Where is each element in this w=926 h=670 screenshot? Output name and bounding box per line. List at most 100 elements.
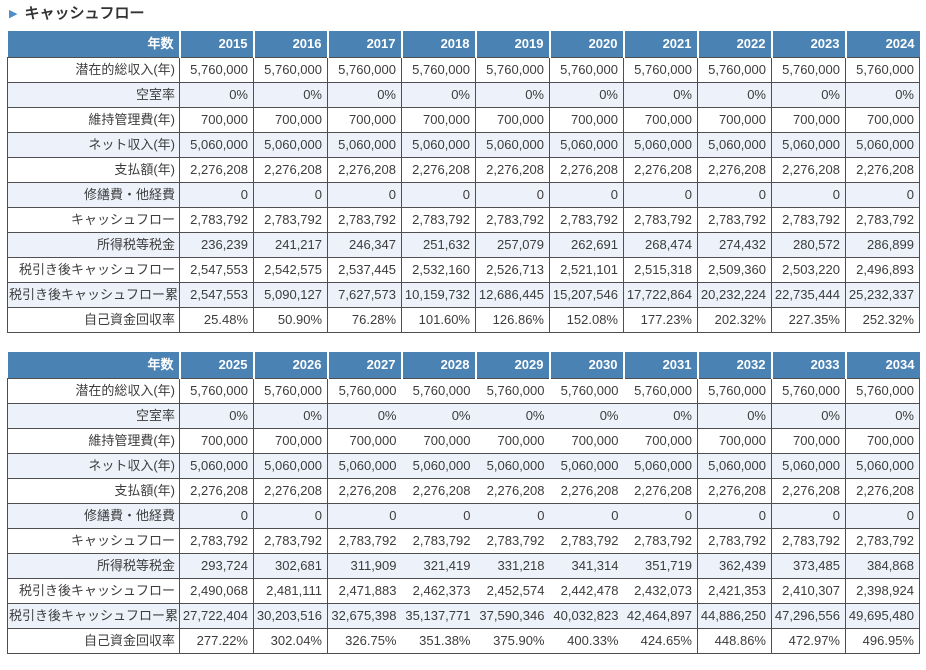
value-cell: 5,060,000 xyxy=(845,132,920,158)
value-cell: 2,509,360 xyxy=(697,257,772,283)
value-cell: 2,276,208 xyxy=(697,478,772,504)
value-cell: 10,159,732 xyxy=(401,282,476,308)
value-cell: 0% xyxy=(401,403,476,429)
value-cell: 2,783,792 xyxy=(771,528,846,554)
value-cell: 0 xyxy=(771,182,846,208)
value-cell: 700,000 xyxy=(623,428,698,454)
year-header: 2031 xyxy=(622,352,698,379)
value-cell: 5,090,127 xyxy=(253,282,328,308)
value-cell: 0% xyxy=(697,82,772,108)
value-cell: 0% xyxy=(475,82,550,108)
value-cell: 40,032,823 xyxy=(549,603,624,629)
value-cell: 252.32% xyxy=(845,307,920,333)
year-header: 2030 xyxy=(548,352,624,379)
row-label: ネット収入(年) xyxy=(7,132,180,158)
value-cell: 311,909 xyxy=(327,553,402,579)
table-row: ネット収入(年) 5,060,000 5,060,000 5,060,000 5,060… xyxy=(7,453,920,479)
value-cell: 0 xyxy=(475,182,550,208)
value-cell: 472.97% xyxy=(771,628,846,654)
value-cell: 2,490,068 xyxy=(179,578,254,604)
value-cell: 2,783,792 xyxy=(549,528,624,554)
value-cell: 2,783,792 xyxy=(845,207,920,233)
value-cell: 2,542,575 xyxy=(253,257,328,283)
value-cell: 2,783,792 xyxy=(697,528,772,554)
value-cell: 5,760,000 xyxy=(179,378,254,404)
value-cell: 700,000 xyxy=(845,428,920,454)
value-cell: 262,691 xyxy=(549,232,624,258)
value-cell: 293,724 xyxy=(179,553,254,579)
value-cell: 0% xyxy=(623,403,698,429)
row-label: 修繕費・他経費 xyxy=(7,182,180,208)
value-cell: 2,276,208 xyxy=(845,478,920,504)
value-cell: 0% xyxy=(179,82,254,108)
value-cell: 5,760,000 xyxy=(623,378,698,404)
table-row: キャッシュフロー 2,783,792 2,783,792 2,783,792 2,783… xyxy=(7,528,920,554)
value-cell: 5,060,000 xyxy=(401,132,476,158)
value-cell: 5,060,000 xyxy=(771,132,846,158)
value-cell: 50.90% xyxy=(253,307,328,333)
value-cell: 5,060,000 xyxy=(327,453,402,479)
year-header: 2022 xyxy=(696,31,772,58)
value-cell: 2,276,208 xyxy=(549,157,624,183)
value-cell: 2,783,792 xyxy=(623,528,698,554)
value-cell: 2,276,208 xyxy=(327,478,402,504)
value-cell: 42,464,897 xyxy=(623,603,698,629)
value-cell: 0 xyxy=(697,503,772,529)
value-cell: 700,000 xyxy=(401,428,476,454)
value-cell: 286,899 xyxy=(845,232,920,258)
row-label: 維持管理費(年) xyxy=(7,428,180,454)
table-row: 税引き後キャッシュフロー累計 27,722,404 30,203,516 32,675… xyxy=(7,603,920,629)
table-row: 自己資金回収率 277.22% 302.04% 326.75% 351.38% 375.9… xyxy=(7,628,920,654)
year-header: 2032 xyxy=(696,352,772,379)
value-cell: 0% xyxy=(327,82,402,108)
value-cell: 2,783,792 xyxy=(253,207,328,233)
value-cell: 0% xyxy=(549,403,624,429)
value-cell: 0 xyxy=(253,503,328,529)
table-row: 修繕費・他経費 0 0 0 0 0 0 0 0 0 0 xyxy=(7,182,920,208)
cashflow-table-2015-2024: 年数 2015 2016 2017 2018 2019 2020 2021 2022 2023 20… xyxy=(7,31,920,333)
value-cell: 700,000 xyxy=(697,107,772,133)
row-label: 所得税等税金 xyxy=(7,232,180,258)
value-cell: 375.90% xyxy=(475,628,550,654)
value-cell: 5,060,000 xyxy=(253,453,328,479)
value-cell: 37,590,346 xyxy=(475,603,550,629)
value-cell: 0 xyxy=(623,503,698,529)
value-cell: 2,515,318 xyxy=(623,257,698,283)
value-cell: 277.22% xyxy=(179,628,254,654)
value-cell: 44,886,250 xyxy=(697,603,772,629)
value-cell: 0% xyxy=(179,403,254,429)
value-cell: 101.60% xyxy=(401,307,476,333)
year-header: 2017 xyxy=(326,31,402,58)
value-cell: 2,471,883 xyxy=(327,578,402,604)
value-cell: 700,000 xyxy=(475,428,550,454)
value-cell: 362,439 xyxy=(697,553,772,579)
value-cell: 241,217 xyxy=(253,232,328,258)
value-cell: 384,868 xyxy=(845,553,920,579)
value-cell: 2,783,792 xyxy=(253,528,328,554)
row-label: 自己資金回収率 xyxy=(7,628,180,654)
value-cell: 27,722,404 xyxy=(179,603,254,629)
value-cell: 251,632 xyxy=(401,232,476,258)
value-cell: 2,783,792 xyxy=(327,207,402,233)
value-cell: 5,760,000 xyxy=(401,57,476,83)
value-cell: 0 xyxy=(623,182,698,208)
value-cell: 2,276,208 xyxy=(771,478,846,504)
table-row: 税引き後キャッシュフロー 2,490,068 2,481,111 2,471,883 2… xyxy=(7,578,920,604)
value-cell: 2,410,307 xyxy=(771,578,846,604)
value-cell: 0 xyxy=(401,503,476,529)
table-row: 所得税等税金 293,724 302,681 311,909 321,419 331,21… xyxy=(7,553,920,579)
value-cell: 2,783,792 xyxy=(401,207,476,233)
row-label: キャッシュフロー xyxy=(7,207,180,233)
year-axis-header: 年数 xyxy=(7,31,180,58)
row-label: 税引き後キャッシュフロー累計 xyxy=(7,603,180,629)
value-cell: 700,000 xyxy=(549,428,624,454)
value-cell: 30,203,516 xyxy=(253,603,328,629)
value-cell: 700,000 xyxy=(253,107,328,133)
value-cell: 351,719 xyxy=(623,553,698,579)
value-cell: 2,276,208 xyxy=(179,478,254,504)
row-label: 潜在的総収入(年) xyxy=(7,57,180,83)
value-cell: 0 xyxy=(697,182,772,208)
year-header: 2015 xyxy=(178,31,254,58)
year-header: 2020 xyxy=(548,31,624,58)
value-cell: 0% xyxy=(771,403,846,429)
